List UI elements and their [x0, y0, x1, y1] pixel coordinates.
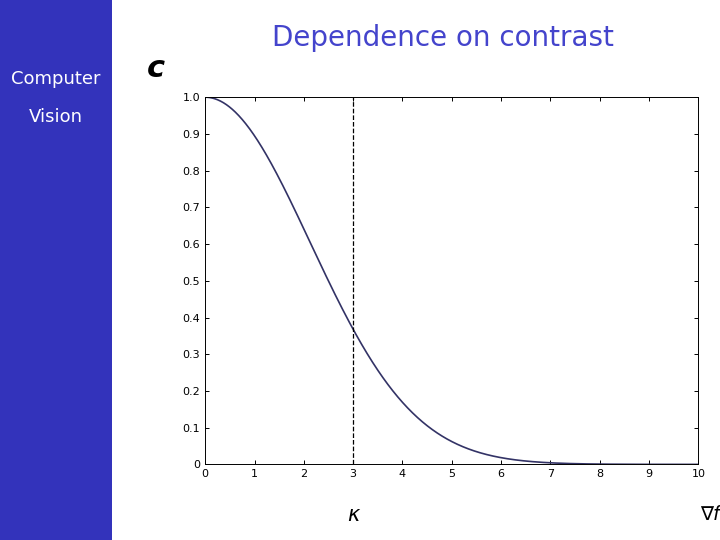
- Text: ∇f|: ∇f|: [700, 505, 720, 524]
- Text: Dependence on contrast: Dependence on contrast: [272, 24, 613, 52]
- Text: Computer: Computer: [11, 70, 101, 88]
- Text: κ: κ: [347, 505, 359, 525]
- Text: c: c: [147, 53, 165, 83]
- Text: Vision: Vision: [29, 108, 83, 126]
